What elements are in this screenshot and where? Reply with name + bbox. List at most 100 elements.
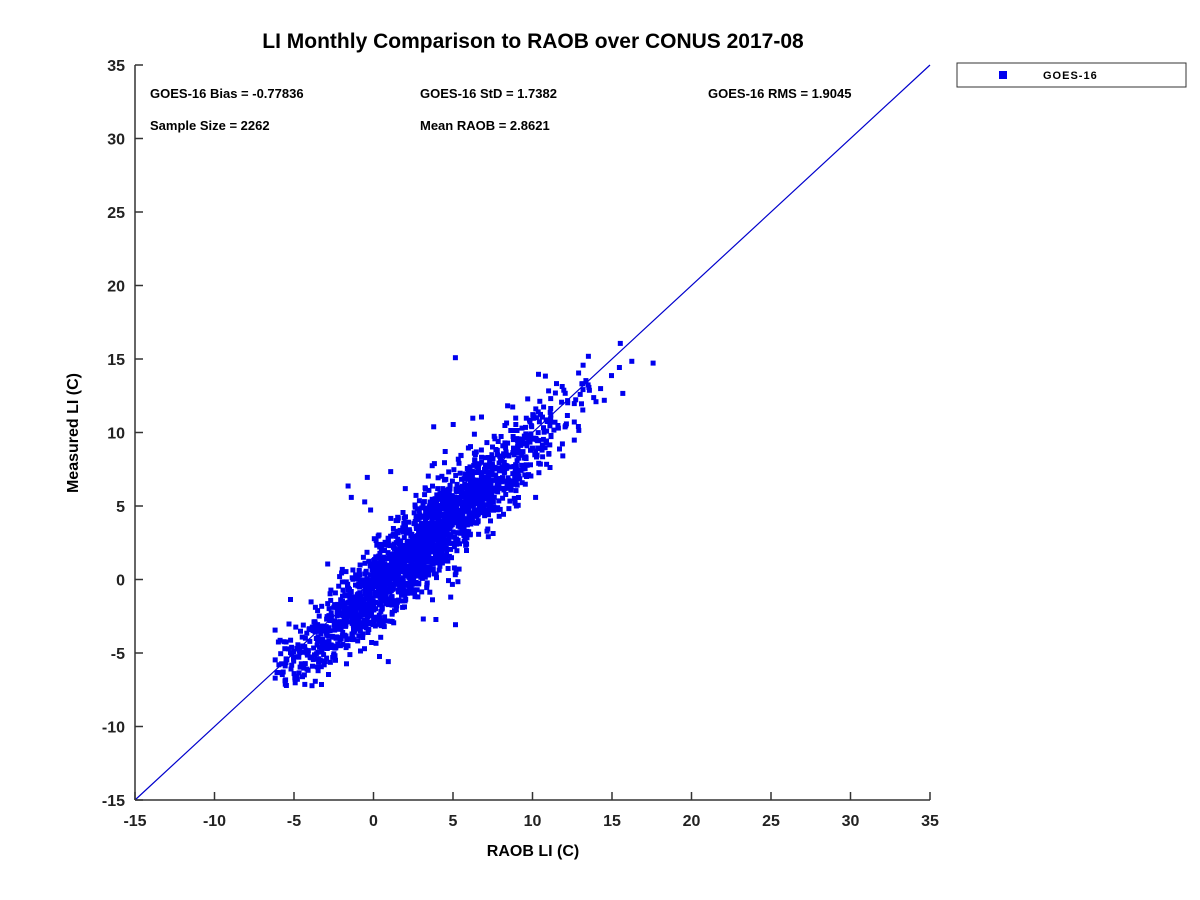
x-tick-label: 15 bbox=[603, 813, 621, 830]
scatter-point bbox=[527, 417, 532, 423]
scatter-point bbox=[397, 541, 402, 547]
scatter-point bbox=[381, 624, 387, 630]
scatter-point bbox=[376, 565, 382, 571]
scatter-point bbox=[396, 547, 402, 553]
scatter-point bbox=[548, 412, 554, 418]
scatter-point bbox=[299, 634, 305, 640]
scatter-point bbox=[555, 425, 561, 431]
scatter-point bbox=[470, 477, 476, 483]
scatter-point bbox=[580, 387, 586, 393]
y-tick-label: 30 bbox=[107, 132, 125, 149]
scatter-point bbox=[455, 579, 461, 585]
scatter-point bbox=[393, 607, 399, 613]
scatter-point bbox=[295, 642, 301, 648]
scatter-point bbox=[357, 598, 363, 604]
scatter-point bbox=[306, 627, 312, 632]
scatter-point bbox=[424, 511, 430, 517]
scatter-point bbox=[428, 499, 434, 505]
scatter-point bbox=[411, 573, 417, 579]
scatter-point bbox=[401, 515, 407, 521]
scatter-point bbox=[577, 391, 583, 397]
scatter-point bbox=[370, 622, 376, 627]
scatter-point bbox=[377, 550, 383, 556]
scatter-point bbox=[400, 525, 406, 531]
scatter-point bbox=[513, 415, 519, 421]
scatter-point bbox=[548, 396, 554, 402]
scatter-point bbox=[585, 353, 591, 359]
scatter-point bbox=[354, 604, 360, 610]
scatter-point bbox=[340, 620, 346, 625]
scatter-point bbox=[319, 647, 325, 653]
scatter-point bbox=[327, 591, 333, 597]
scatter-point bbox=[472, 510, 477, 516]
scatter-point bbox=[419, 589, 425, 595]
scatter-point bbox=[484, 462, 490, 468]
scatter-point bbox=[421, 529, 427, 535]
scatter-point bbox=[519, 480, 525, 486]
scatter-point bbox=[650, 360, 656, 366]
scatter-point bbox=[490, 464, 496, 470]
scatter-point bbox=[456, 566, 462, 572]
scatter-point bbox=[284, 657, 290, 663]
scatter-point bbox=[411, 546, 417, 552]
scatter-point bbox=[277, 637, 283, 643]
scatter-point bbox=[334, 624, 340, 630]
scatter-point bbox=[398, 565, 404, 571]
scatter-point bbox=[459, 511, 465, 517]
scatter-point bbox=[454, 548, 460, 554]
scatter-point bbox=[358, 620, 364, 626]
scatter-point bbox=[400, 576, 406, 582]
scatter-point bbox=[389, 609, 395, 615]
scatter-point bbox=[458, 452, 464, 458]
scatter-point bbox=[494, 507, 500, 513]
scatter-point bbox=[494, 480, 500, 486]
scatter-point bbox=[512, 500, 518, 506]
scatter-point bbox=[529, 424, 535, 430]
scatter-point bbox=[391, 544, 397, 550]
scatter-point bbox=[428, 521, 434, 527]
scatter-point bbox=[286, 621, 292, 627]
y-tick-label: -5 bbox=[111, 646, 125, 663]
scatter-point bbox=[434, 543, 440, 549]
scatter-point bbox=[285, 646, 291, 652]
scatter-point bbox=[288, 650, 293, 656]
scatter-point bbox=[440, 529, 446, 534]
scatter-point bbox=[523, 435, 529, 441]
scatter-point bbox=[439, 503, 445, 508]
scatter-point bbox=[461, 525, 467, 531]
scatter-point bbox=[294, 676, 300, 682]
scatter-point bbox=[495, 452, 500, 458]
scatter-point bbox=[323, 624, 329, 630]
scatter-point bbox=[367, 591, 373, 597]
scatter-point bbox=[356, 568, 362, 574]
scatter-point bbox=[428, 567, 434, 573]
scatter-point bbox=[445, 566, 451, 571]
scatter-point bbox=[382, 548, 387, 553]
scatter-point bbox=[448, 546, 454, 552]
scatter-point bbox=[537, 398, 543, 404]
scatter-point bbox=[312, 678, 318, 684]
scatter-point bbox=[327, 628, 333, 634]
scatter-point bbox=[303, 647, 309, 653]
scatter-point bbox=[436, 550, 442, 556]
scatter-point bbox=[405, 538, 410, 544]
scatter-point bbox=[491, 433, 497, 439]
scatter-point bbox=[359, 601, 365, 606]
scatter-point bbox=[386, 567, 392, 572]
scatter-point bbox=[535, 430, 541, 436]
scatter-point bbox=[575, 424, 581, 429]
scatter-point bbox=[328, 587, 334, 593]
scatter-point bbox=[372, 600, 378, 606]
scatter-point bbox=[374, 580, 380, 586]
scatter-point bbox=[328, 597, 334, 603]
scatter-point bbox=[412, 563, 418, 569]
scatter-point bbox=[283, 660, 289, 666]
scatter-point bbox=[358, 594, 363, 600]
scatter-point bbox=[372, 566, 378, 571]
x-tick-label: 20 bbox=[683, 813, 701, 830]
scatter-point bbox=[294, 645, 300, 651]
scatter-point bbox=[601, 397, 607, 403]
scatter-point bbox=[452, 355, 458, 361]
y-axis-label: Measured LI (C) bbox=[65, 373, 82, 493]
